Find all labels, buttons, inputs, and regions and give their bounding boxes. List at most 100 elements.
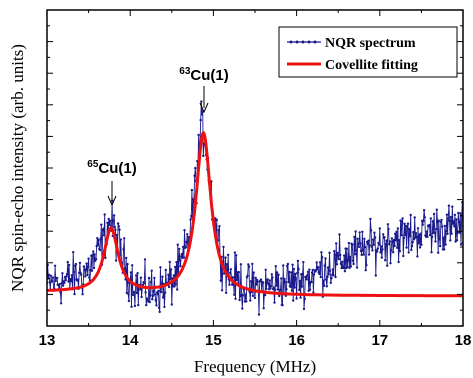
data-point bbox=[139, 288, 142, 291]
data-point bbox=[179, 265, 182, 268]
data-point bbox=[445, 229, 448, 233]
data-point bbox=[238, 298, 241, 302]
legend-label-covellite-fitting: Covellite fitting bbox=[325, 58, 418, 73]
data-point bbox=[352, 262, 355, 266]
legend-label-nqr-spectrum: NQR spectrum bbox=[325, 36, 416, 51]
data-point bbox=[413, 216, 416, 219]
data-point bbox=[393, 244, 396, 248]
legend-dot-5 bbox=[313, 40, 317, 44]
data-point bbox=[320, 251, 323, 254]
data-point bbox=[157, 306, 161, 309]
data-point bbox=[310, 280, 313, 284]
data-point bbox=[315, 261, 318, 264]
data-point bbox=[332, 274, 335, 277]
data-point bbox=[217, 228, 220, 232]
data-point bbox=[125, 256, 128, 260]
data-point bbox=[406, 222, 410, 225]
data-point bbox=[102, 227, 105, 230]
series-nqr-spectrum-points bbox=[47, 100, 463, 316]
data-point bbox=[241, 307, 244, 310]
data-point bbox=[72, 251, 75, 254]
data-point bbox=[312, 291, 315, 294]
data-point bbox=[328, 251, 331, 254]
data-point bbox=[220, 289, 224, 292]
data-point bbox=[153, 276, 156, 280]
data-point bbox=[457, 220, 461, 224]
data-point bbox=[435, 208, 438, 211]
data-point bbox=[47, 273, 51, 276]
data-point bbox=[97, 238, 100, 242]
data-point bbox=[228, 283, 231, 286]
data-point bbox=[385, 239, 388, 242]
data-point bbox=[112, 214, 116, 217]
data-point bbox=[252, 271, 255, 274]
data-point bbox=[453, 225, 456, 228]
data-point bbox=[275, 271, 279, 274]
data-point bbox=[357, 245, 361, 249]
data-point bbox=[200, 113, 204, 116]
annotation-63cu-base: Cu(1) bbox=[190, 67, 228, 84]
data-point bbox=[159, 266, 162, 269]
data-point bbox=[59, 291, 62, 294]
data-point bbox=[96, 243, 100, 247]
x-tick-label: 13 bbox=[39, 332, 56, 349]
data-point bbox=[349, 265, 353, 268]
data-point bbox=[144, 291, 147, 294]
data-point bbox=[251, 262, 254, 266]
data-point bbox=[376, 247, 379, 250]
x-tick-label: 16 bbox=[288, 332, 305, 349]
data-point bbox=[117, 225, 121, 228]
data-point bbox=[457, 211, 460, 215]
data-point bbox=[374, 274, 377, 277]
data-point bbox=[241, 294, 245, 297]
data-point bbox=[88, 276, 91, 279]
data-point bbox=[355, 249, 358, 252]
data-point bbox=[386, 264, 389, 267]
data-point bbox=[450, 232, 453, 235]
data-point bbox=[265, 287, 268, 291]
data-point bbox=[119, 238, 123, 241]
data-point bbox=[239, 263, 243, 266]
data-point bbox=[86, 273, 89, 277]
data-point bbox=[284, 280, 287, 284]
data-point bbox=[237, 271, 241, 274]
data-point bbox=[161, 296, 165, 299]
data-point bbox=[176, 288, 179, 291]
data-point bbox=[170, 303, 173, 306]
data-point bbox=[356, 237, 359, 240]
data-point bbox=[396, 246, 399, 249]
data-point bbox=[69, 277, 72, 281]
data-point bbox=[219, 279, 222, 282]
data-point bbox=[234, 297, 237, 300]
legend: NQR spectrum Covellite fitting bbox=[278, 26, 458, 78]
data-point bbox=[282, 264, 285, 267]
data-point bbox=[406, 225, 409, 228]
data-point bbox=[361, 230, 364, 233]
data-point bbox=[345, 247, 349, 250]
legend-dot-3 bbox=[301, 40, 305, 44]
data-point bbox=[173, 285, 176, 288]
data-point bbox=[107, 217, 110, 221]
data-point bbox=[294, 272, 297, 276]
data-point bbox=[140, 295, 143, 299]
data-point bbox=[412, 231, 415, 234]
data-point bbox=[76, 278, 80, 281]
data-point bbox=[273, 288, 277, 291]
data-point bbox=[343, 270, 347, 273]
data-point bbox=[174, 265, 177, 269]
data-point bbox=[297, 268, 300, 271]
data-point bbox=[153, 293, 157, 296]
data-point bbox=[167, 273, 170, 276]
data-point bbox=[428, 233, 432, 237]
data-point bbox=[305, 278, 308, 281]
data-point bbox=[402, 236, 406, 240]
data-point bbox=[150, 269, 153, 272]
data-point bbox=[437, 219, 440, 222]
data-point bbox=[113, 225, 117, 229]
data-point bbox=[331, 268, 334, 271]
data-point bbox=[416, 255, 419, 258]
data-point bbox=[324, 278, 328, 281]
data-point bbox=[249, 299, 252, 302]
data-point bbox=[408, 235, 412, 238]
